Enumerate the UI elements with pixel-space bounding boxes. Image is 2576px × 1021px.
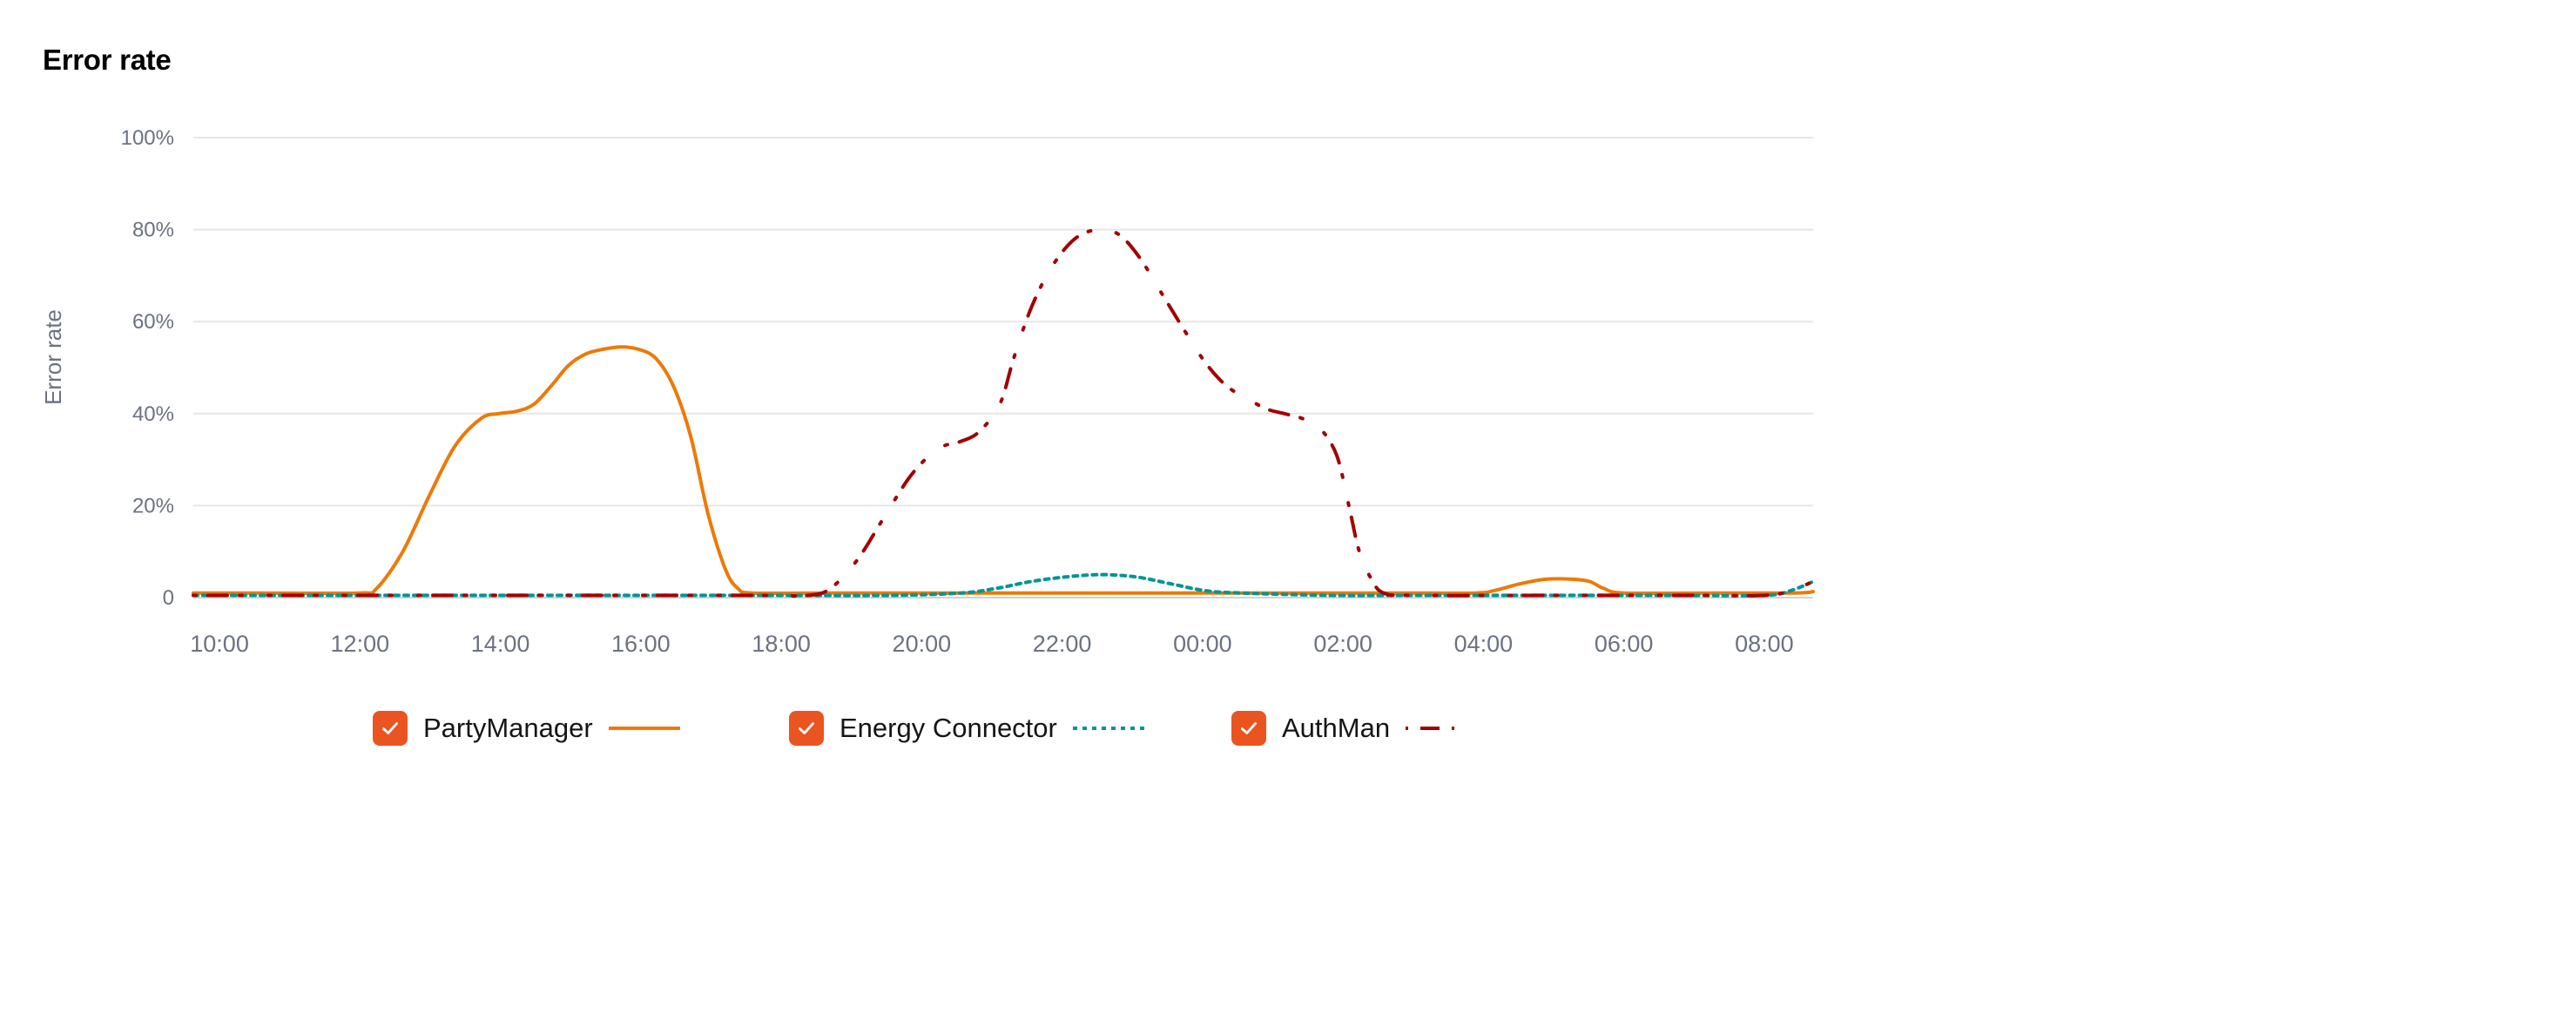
y-tick-label: 20% [132, 494, 174, 517]
x-tick-label: 12:00 [331, 631, 390, 657]
y-axis-label: Error rate [40, 309, 66, 405]
legend-checkbox-partymanager[interactable] [373, 711, 408, 746]
x-tick-label: 06:00 [1595, 631, 1654, 657]
y-tick-label: 0 [163, 586, 174, 610]
x-tick-label: 04:00 [1454, 631, 1514, 657]
grid-layer [193, 137, 1813, 598]
legend-item-authman[interactable]: AuthMan [1231, 702, 1478, 754]
legend-checkbox-authman[interactable] [1231, 711, 1266, 746]
chart-title: Error rate [43, 44, 172, 76]
x-tick-label: 16:00 [611, 631, 671, 657]
x-tick-label: 10:00 [190, 631, 249, 657]
error-rate-chart: 0 20% 40% 60% 80% 100% 10:00 12:00 14:00 16:00 18… [40, 126, 1815, 657]
legend-swatch-dashdot [1406, 727, 1478, 730]
x-tick-label: 14:00 [471, 631, 530, 657]
legend-item-partymanager[interactable]: PartyManager [373, 702, 680, 754]
legend-item-energy-connector[interactable]: Energy Connector [789, 702, 1144, 754]
x-tick-label: 08:00 [1735, 631, 1794, 657]
chart-legend: PartyManager Energy Connector AuthMan [0, 702, 2576, 754]
checkmark-icon [382, 722, 398, 734]
y-tick-label: 60% [132, 310, 174, 334]
y-tick-label: 80% [132, 219, 174, 242]
checkmark-icon [1241, 722, 1257, 734]
y-tick-label: 40% [132, 402, 174, 426]
legend-label: Energy Connector [840, 713, 1057, 743]
series-layer [192, 227, 1815, 598]
y-axis-ticks: 0 20% 40% 60% 80% 100% [121, 126, 174, 610]
x-tick-label: 18:00 [752, 631, 811, 657]
checkmark-icon [799, 722, 814, 734]
x-axis-ticks: 10:00 12:00 14:00 16:00 18:00 20:00 22:00 00:00… [190, 631, 1793, 657]
x-tick-label: 00:00 [1173, 631, 1232, 657]
y-tick-label: 100% [121, 126, 174, 150]
legend-swatch-dotted [1072, 727, 1144, 730]
legend-label: PartyManager [423, 713, 593, 743]
legend-label: AuthMan [1282, 713, 1391, 743]
x-tick-label: 22:00 [1033, 631, 1092, 657]
x-tick-label: 20:00 [893, 631, 952, 657]
series-line-authman [192, 227, 1815, 598]
legend-swatch-solid [608, 727, 680, 730]
series-line-partymanager [192, 345, 1815, 596]
x-tick-label: 02:00 [1313, 631, 1372, 657]
legend-checkbox-energy-connector[interactable] [789, 711, 824, 746]
